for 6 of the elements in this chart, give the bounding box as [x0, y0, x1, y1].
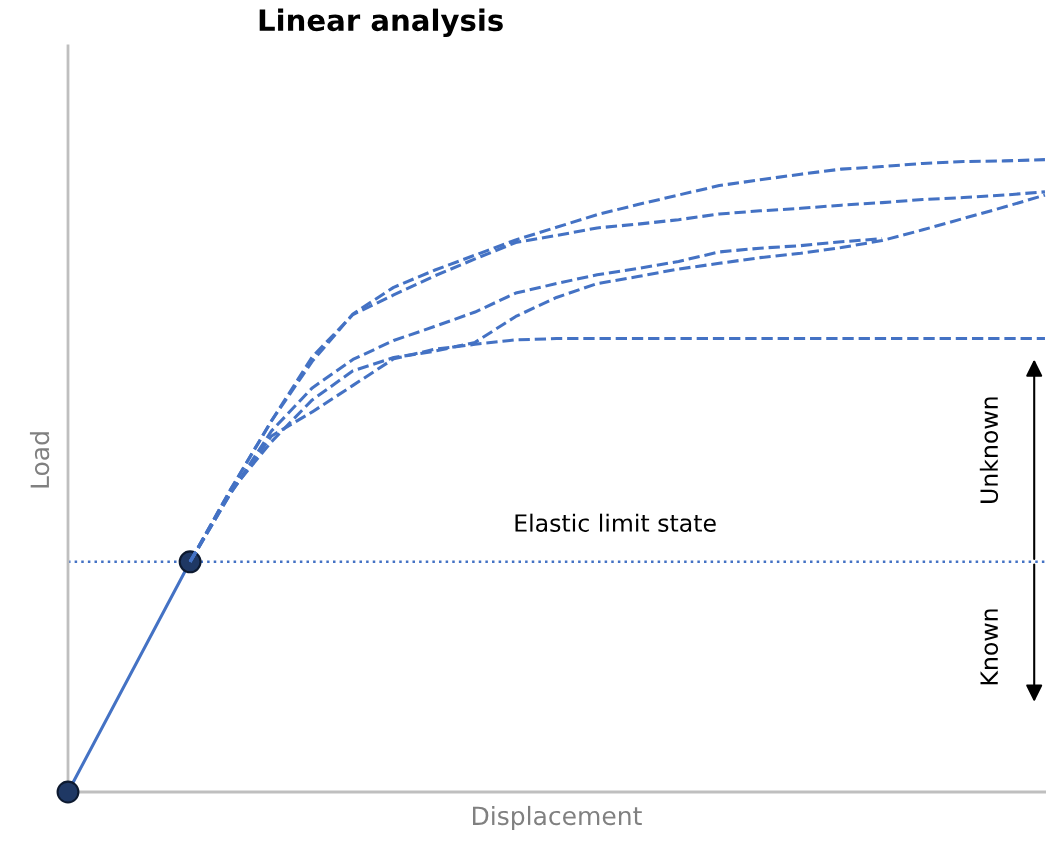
chart-title: Linear analysis — [259, 8, 503, 38]
ref-line-label: Elastic limit state — [515, 513, 716, 532]
annotation: Unknown — [979, 397, 999, 503]
y-axis-title: Load — [29, 432, 50, 488]
annotation: Known — [980, 609, 999, 685]
x-axis-title: Displacement — [473, 805, 642, 831]
